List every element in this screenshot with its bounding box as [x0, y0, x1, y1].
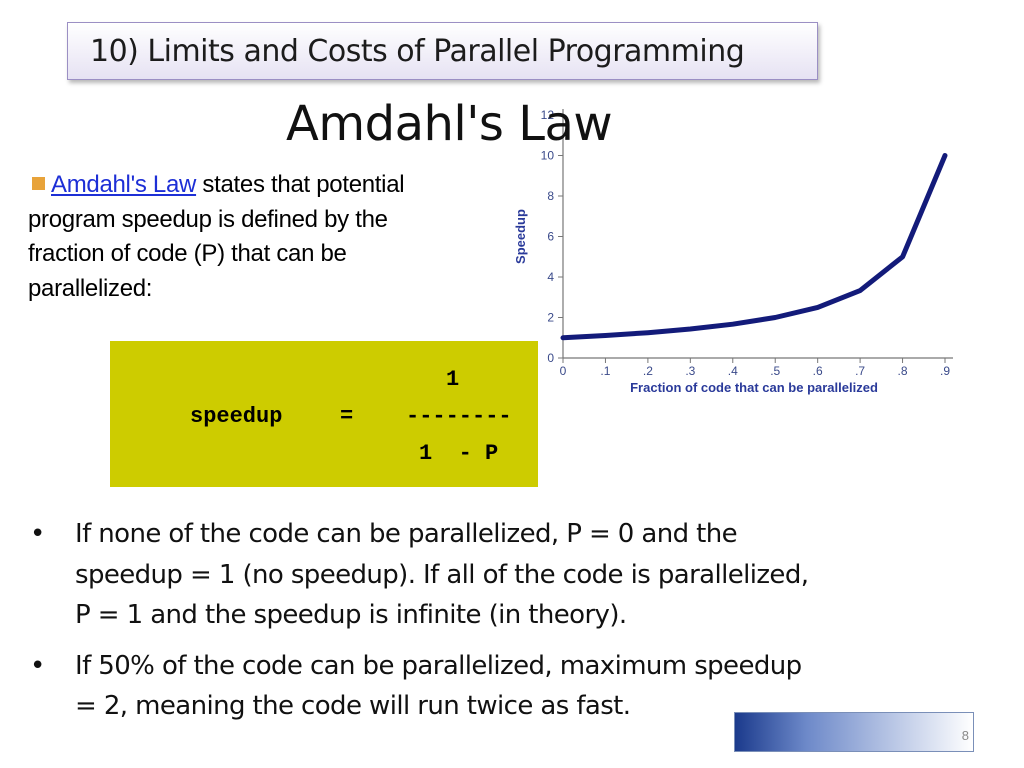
- slide-header: 10) Limits and Costs of Parallel Program…: [67, 22, 818, 80]
- x-tick-label: 0: [560, 364, 567, 378]
- x-tick-label: .3: [685, 364, 695, 378]
- slide-header-title: 10) Limits and Costs of Parallel Program…: [90, 33, 745, 69]
- amdahls-law-link[interactable]: Amdahl's Law: [51, 171, 197, 198]
- x-tick-label: .9: [940, 364, 950, 378]
- x-tick-label: .6: [813, 364, 823, 378]
- x-tick-label: .5: [770, 364, 780, 378]
- intro-line-1: states that potential: [196, 171, 405, 198]
- y-tick-label: 0: [547, 351, 554, 365]
- bullet-square-icon: [32, 177, 45, 190]
- intro-line-3: fraction of code (P) that can be: [28, 240, 347, 267]
- bullet-dot-icon: •: [30, 519, 45, 549]
- chart-axes: [562, 109, 953, 359]
- bullet-1-line-1: If none of the code can be parallelized,…: [75, 519, 738, 549]
- chart-ticks: 0 .1 .2 .3 .4 .5 .6 .7 .8 .9 0 2 4 6 8 10 12: [541, 108, 951, 378]
- intro-line-2: program speedup is defined by the: [28, 205, 388, 233]
- bullet-2-line-2: = 2, meaning the code will run twice as …: [75, 691, 631, 721]
- y-tick-label: 8: [547, 189, 554, 203]
- y-tick-label: 2: [547, 311, 554, 325]
- footer-bar: 8: [734, 712, 974, 752]
- formula-fraction-bar: --------: [406, 404, 512, 429]
- speedup-chart: 0 .1 .2 .3 .4 .5 .6 .7 .8 .9 0 2 4 6 8 10 12 Speedup Fra…: [513, 108, 953, 395]
- bullet-1-line-2: speedup = 1 (no speedup). If all of the …: [75, 559, 809, 590]
- formula-box: 1 speedup = -------- 1 - P: [110, 341, 538, 487]
- x-tick-label: .2: [643, 364, 653, 378]
- x-tick-label: .4: [728, 364, 738, 378]
- y-tick-label: 10: [541, 149, 555, 163]
- speedup-series-line: [560, 153, 948, 341]
- page-number: 8: [961, 728, 969, 743]
- page-title: Amdahl's Law: [286, 96, 613, 152]
- x-tick-label: .1: [600, 364, 610, 378]
- bullet-2-line-1: If 50% of the code can be parallelized, …: [75, 650, 802, 681]
- formula-denominator: 1 - P: [419, 441, 499, 466]
- bullet-item-1: • If none of the code can be parallelize…: [30, 514, 910, 636]
- intro-paragraph: Amdahl's Law states that potential progr…: [28, 168, 498, 306]
- bullet-1-line-3: P = 1 and the speedup is infinite (in th…: [75, 600, 627, 630]
- y-axis-label: Speedup: [513, 209, 528, 264]
- formula-lhs: speedup: [190, 404, 283, 429]
- y-tick-label: 12: [541, 108, 555, 122]
- x-tick-label: .7: [855, 364, 865, 378]
- formula-equals: =: [340, 404, 354, 429]
- x-tick-label: .8: [898, 364, 908, 378]
- formula-numerator: 1: [446, 367, 460, 392]
- x-axis-label: Fraction of code that can be parallelize…: [630, 380, 878, 395]
- bullet-dot-icon: •: [30, 650, 45, 681]
- intro-line-4: parallelized:: [28, 274, 153, 302]
- bullet-list: • If none of the code can be parallelize…: [30, 514, 910, 737]
- y-tick-label: 4: [547, 270, 554, 284]
- y-tick-label: 6: [547, 230, 554, 244]
- bullet-item-2: • If 50% of the code can be parallelized…: [30, 646, 910, 727]
